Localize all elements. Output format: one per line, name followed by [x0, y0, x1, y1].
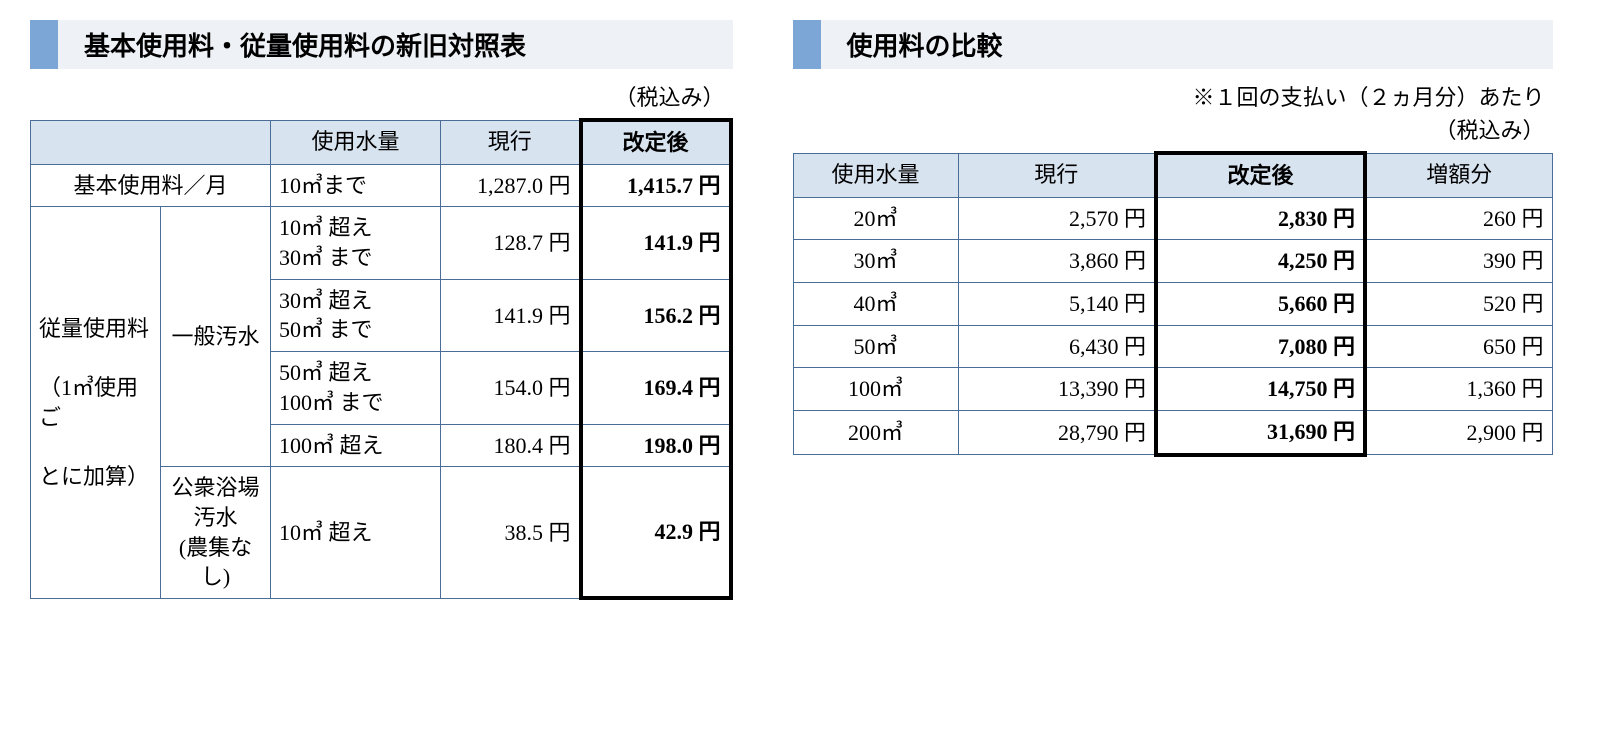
header-current: 現行 — [441, 120, 581, 164]
heading-accent — [793, 20, 821, 69]
heading-text: 使用料の比較 — [821, 20, 1553, 69]
header-revised: 改定後 — [581, 120, 731, 164]
label-text: (農集なし) — [179, 535, 252, 590]
table-row: 40㎥ 5,140 円 5,660 円 520 円 — [793, 283, 1552, 326]
diff-cell: 1,360 円 — [1365, 368, 1552, 411]
table-row: 50㎥ 6,430 円 7,080 円 650 円 — [793, 325, 1552, 368]
heading-text: 基本使用料・従量使用料の新旧対照表 — [58, 20, 733, 69]
range-cell: 10㎥ 超え 30㎥ まで — [271, 207, 441, 279]
current-cell: 38.5 円 — [441, 467, 581, 599]
revised-cell: 198.0 円 — [581, 424, 731, 467]
bathhouse-label: 公衆浴場 汚水 (農集なし) — [161, 467, 271, 599]
table-header-row: 使用水量 現行 改定後 増額分 — [793, 153, 1552, 197]
table-header-row: 使用水量 現行 改定後 — [31, 120, 731, 164]
right-heading: 使用料の比較 — [793, 20, 1553, 69]
left-section: 基本使用料・従量使用料の新旧対照表 （税込み） 使用水量 現行 改定後 基本使用… — [30, 20, 733, 600]
table-row: 従量使用料 （1㎥使用ご とに加算） 一般汚水 10㎥ 超え 30㎥ まで 12… — [31, 207, 731, 279]
revised-cell: 2,830 円 — [1156, 197, 1365, 240]
revised-cell: 14,750 円 — [1156, 368, 1365, 411]
current-cell: 6,430 円 — [958, 325, 1156, 368]
usage-cell: 20㎥ — [793, 197, 958, 240]
header-blank — [31, 120, 271, 164]
cell-text: 50㎥ まで — [279, 317, 373, 342]
revised-cell: 156.2 円 — [581, 279, 731, 351]
header-current: 現行 — [958, 153, 1156, 197]
current-cell: 5,140 円 — [958, 283, 1156, 326]
diff-cell: 390 円 — [1365, 240, 1552, 283]
table-row: 200㎥ 28,790 円 31,690 円 2,900 円 — [793, 411, 1552, 455]
label-text: 従量使用料 — [39, 316, 149, 341]
usage-cell: 30㎥ — [793, 240, 958, 283]
revised-cell: 169.4 円 — [581, 352, 731, 424]
diff-cell: 2,900 円 — [1365, 411, 1552, 455]
caption-text: （税込み） — [1434, 118, 1544, 143]
metered-fee-label: 従量使用料 （1㎥使用ご とに加算） — [31, 207, 161, 599]
base-fee-range: 10㎥まで — [271, 164, 441, 207]
left-heading: 基本使用料・従量使用料の新旧対照表 — [30, 20, 733, 69]
rate-comparison-table: 使用水量 現行 改定後 基本使用料／月 10㎥まで 1,287.0 円 1,41… — [30, 118, 733, 600]
cell-text: 30㎥ まで — [279, 245, 373, 270]
revised-cell: 42.9 円 — [581, 467, 731, 599]
table-row: 30㎥ 3,860 円 4,250 円 390 円 — [793, 240, 1552, 283]
right-caption: ※１回の支払い（２ヵ月分）あたり （税込み） — [793, 81, 1545, 147]
current-cell: 141.9 円 — [441, 279, 581, 351]
current-cell: 28,790 円 — [958, 411, 1156, 455]
base-fee-current: 1,287.0 円 — [441, 164, 581, 207]
range-cell: 50㎥ 超え 100㎥ まで — [271, 352, 441, 424]
diff-cell: 520 円 — [1365, 283, 1552, 326]
revised-cell: 141.9 円 — [581, 207, 731, 279]
header-usage: 使用水量 — [793, 153, 958, 197]
cell-text: 100㎥ まで — [279, 390, 384, 415]
general-sewage-label: 一般汚水 — [161, 207, 271, 467]
cell-text: 50㎥ 超え — [279, 360, 373, 385]
usage-cell: 50㎥ — [793, 325, 958, 368]
revised-cell: 4,250 円 — [1156, 240, 1365, 283]
revised-cell: 31,690 円 — [1156, 411, 1365, 455]
revised-cell: 5,660 円 — [1156, 283, 1365, 326]
table-row: 100㎥ 13,390 円 14,750 円 1,360 円 — [793, 368, 1552, 411]
base-fee-revised: 1,415.7 円 — [581, 164, 731, 207]
current-cell: 180.4 円 — [441, 424, 581, 467]
label-text: とに加算） — [39, 464, 149, 489]
range-cell: 30㎥ 超え 50㎥ まで — [271, 279, 441, 351]
right-section: 使用料の比較 ※１回の支払い（２ヵ月分）あたり （税込み） 使用水量 現行 改定… — [793, 20, 1553, 457]
diff-cell: 260 円 — [1365, 197, 1552, 240]
current-cell: 3,860 円 — [958, 240, 1156, 283]
left-caption: （税込み） — [30, 81, 725, 114]
current-cell: 128.7 円 — [441, 207, 581, 279]
label-text: 公衆浴場 — [171, 475, 259, 500]
header-usage: 使用水量 — [271, 120, 441, 164]
cell-text: 10㎥ 超え — [279, 215, 373, 240]
current-cell: 154.0 円 — [441, 352, 581, 424]
usage-cell: 200㎥ — [793, 411, 958, 455]
diff-cell: 650 円 — [1365, 325, 1552, 368]
label-text: 汚水 — [193, 505, 237, 530]
range-cell: 100㎥ 超え — [271, 424, 441, 467]
range-cell: 10㎥ 超え — [271, 467, 441, 599]
current-cell: 13,390 円 — [958, 368, 1156, 411]
current-cell: 2,570 円 — [958, 197, 1156, 240]
base-fee-row: 基本使用料／月 10㎥まで 1,287.0 円 1,415.7 円 — [31, 164, 731, 207]
usage-cell: 100㎥ — [793, 368, 958, 411]
base-fee-label: 基本使用料／月 — [31, 164, 271, 207]
usage-cell: 40㎥ — [793, 283, 958, 326]
label-text: （1㎥使用ご — [39, 375, 138, 430]
heading-accent — [30, 20, 58, 69]
fee-comparison-table: 使用水量 現行 改定後 増額分 20㎥ 2,570 円 2,830 円 260 … — [793, 151, 1553, 457]
header-revised: 改定後 — [1156, 153, 1365, 197]
revised-cell: 7,080 円 — [1156, 325, 1365, 368]
header-diff: 増額分 — [1365, 153, 1552, 197]
cell-text: 30㎥ 超え — [279, 288, 373, 313]
table-row: 20㎥ 2,570 円 2,830 円 260 円 — [793, 197, 1552, 240]
caption-text: ※１回の支払い（２ヵ月分）あたり — [1192, 85, 1544, 110]
